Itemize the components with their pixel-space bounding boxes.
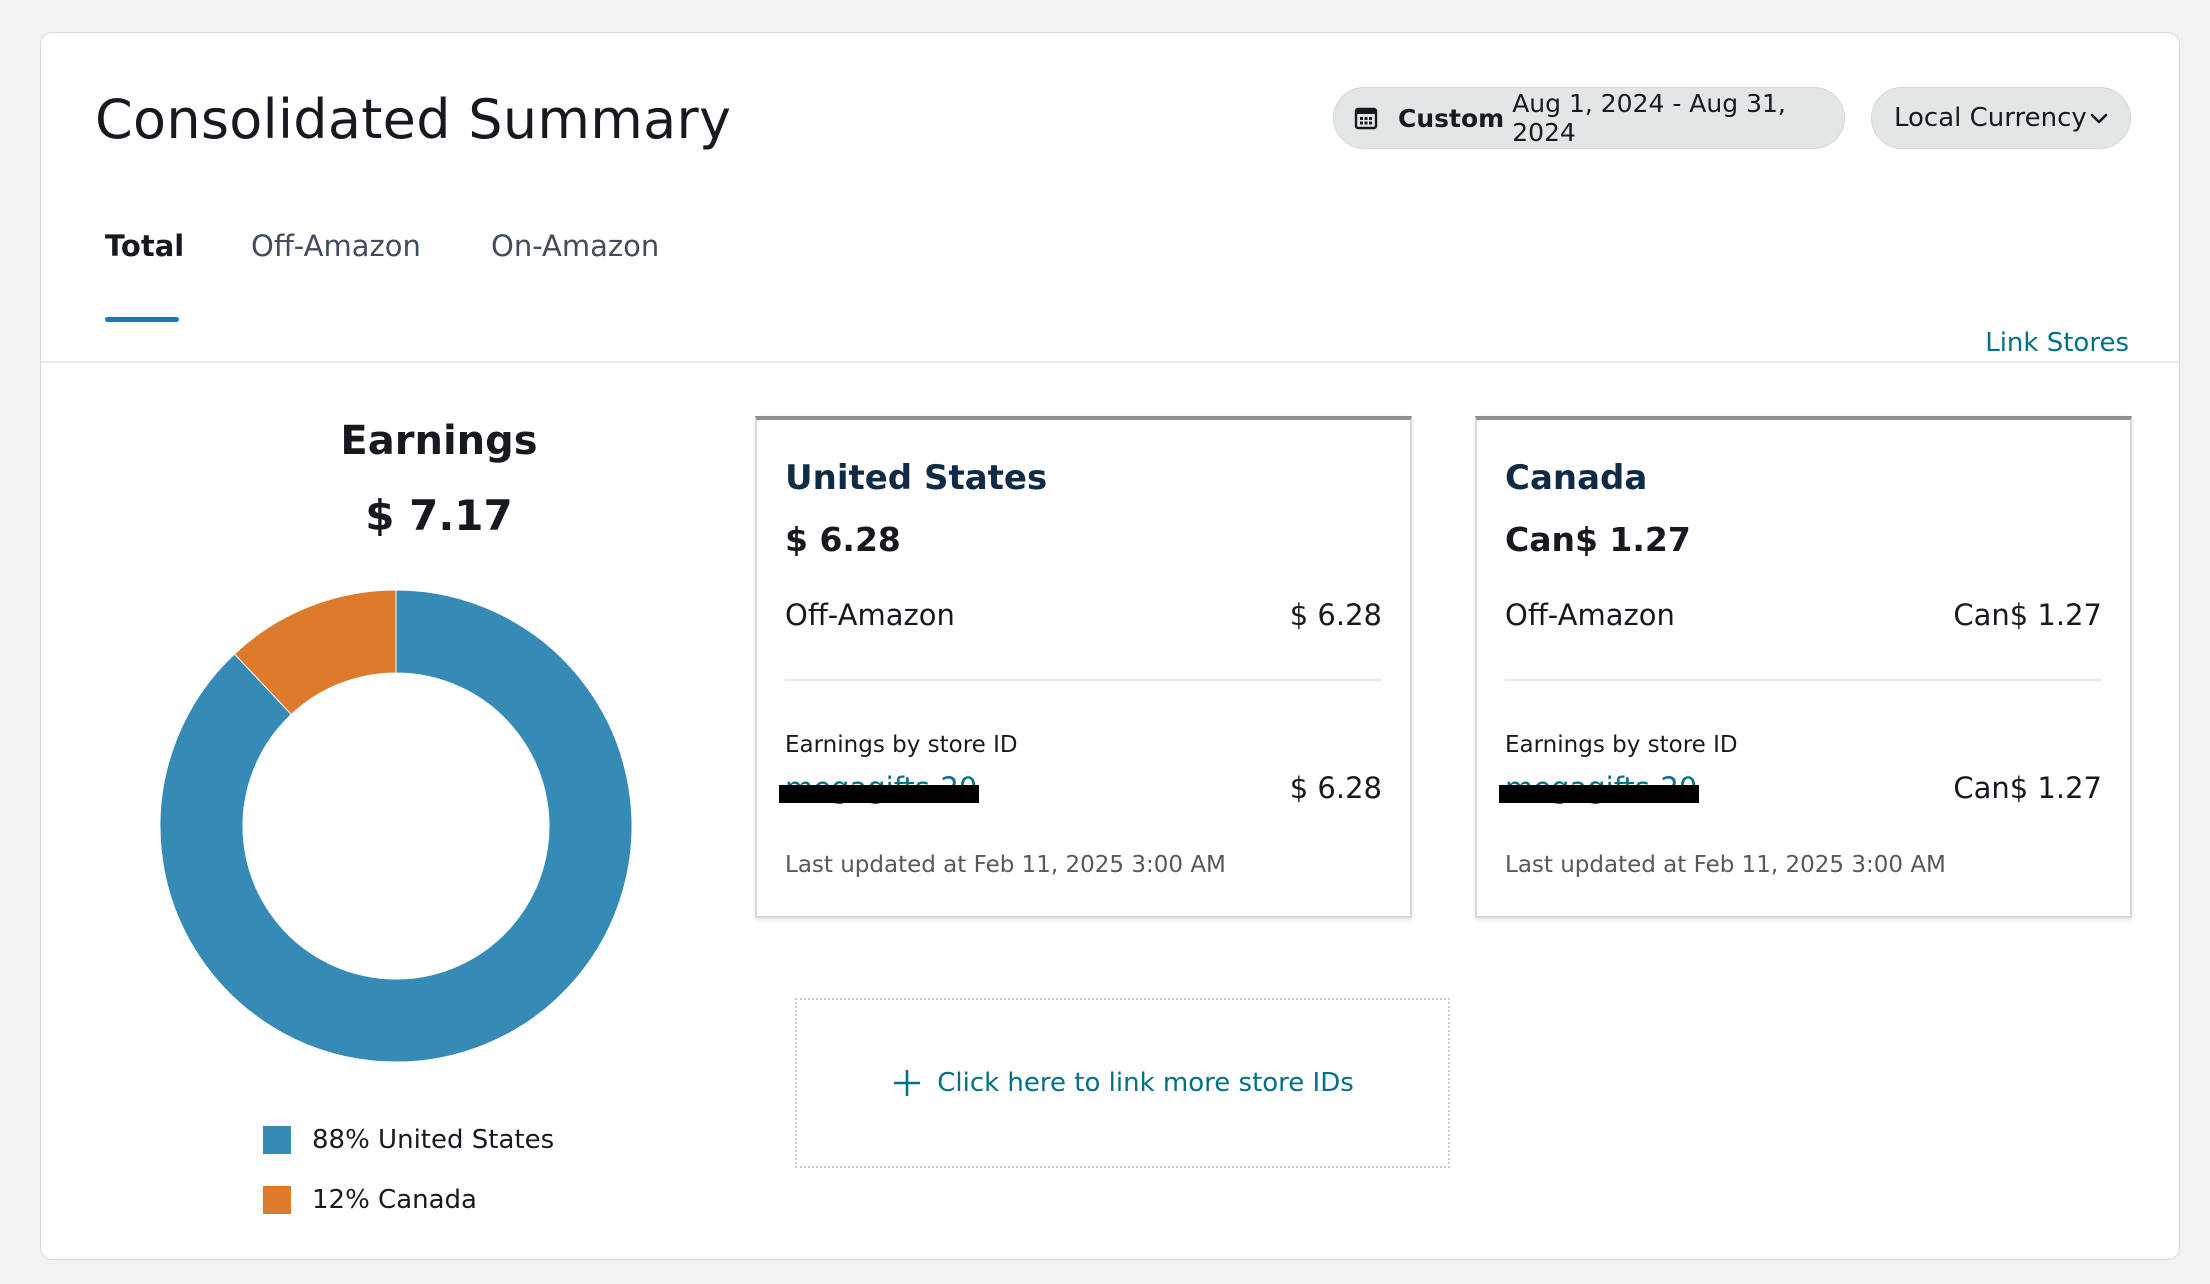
card-country-name: United States	[785, 458, 1048, 498]
page-title: Consolidated Summary	[95, 88, 732, 151]
date-range-button[interactable]: Custom Aug 1, 2024 - Aug 31, 2024	[1333, 87, 1845, 149]
legend-label-canada: 12% Canada	[312, 1185, 477, 1215]
currency-select[interactable]: Local Currency	[1871, 87, 2131, 149]
tab-total[interactable]: Total	[105, 229, 185, 263]
store-id-link[interactable]: megagifts-20	[1499, 771, 1699, 805]
link-more-label: Click here to link more store IDs	[937, 1068, 1354, 1098]
store-id-value: Can$ 1.27	[1953, 771, 2102, 805]
earnings-by-store-label: Earnings by store ID	[1505, 732, 1738, 758]
off-amazon-label: Off-Amazon	[785, 598, 955, 632]
legend-item-united-states: 88% United States	[263, 1110, 554, 1170]
redaction-bar	[1499, 785, 1699, 803]
earnings-by-store-label: Earnings by store ID	[785, 732, 1018, 758]
legend-swatch-canada	[263, 1186, 291, 1214]
legend-label-united-states: 88% United States	[312, 1125, 555, 1155]
country-card-canada: Canada Can$ 1.27 Off-Amazon Can$ 1.27 Ea…	[1475, 416, 2132, 918]
off-amazon-label: Off-Amazon	[1505, 598, 1675, 632]
donut-slice-united-states	[159, 589, 633, 1063]
store-id-row: megagifts-20 Can$ 1.27	[1499, 771, 2102, 805]
plus-icon	[891, 1067, 923, 1099]
card-country-amount: $ 6.28	[785, 520, 901, 559]
date-range-value: Aug 1, 2024 - Aug 31, 2024	[1512, 89, 1786, 147]
link-stores-link[interactable]: Link Stores	[1985, 328, 2129, 358]
redaction-bar	[779, 785, 979, 803]
chart-legend: 88% United States 12% Canada	[263, 1110, 554, 1230]
donut-slice-canada	[233, 589, 397, 716]
legend-swatch-united-states	[263, 1126, 291, 1154]
off-amazon-row: Off-Amazon Can$ 1.27	[1505, 598, 2102, 632]
tab-on-amazon[interactable]: On-Amazon	[491, 229, 660, 263]
legend-item-canada: 12% Canada	[263, 1170, 554, 1230]
active-tab-indicator	[105, 317, 179, 322]
chevron-down-icon	[2088, 108, 2110, 130]
link-more-store-ids-button[interactable]: Click here to link more store IDs	[795, 998, 1450, 1168]
earnings-donut-chart	[159, 589, 633, 1063]
last-updated-text: Last updated at Feb 11, 2025 3:00 AM	[785, 852, 1226, 878]
earnings-total: $ 7.17	[365, 491, 513, 540]
consolidated-summary-panel: Consolidated Summary Custom Aug 1, 2024 …	[40, 32, 2180, 1260]
date-range-prefix: Custom	[1398, 103, 1505, 133]
tab-off-amazon[interactable]: Off-Amazon	[251, 229, 421, 263]
off-amazon-value: Can$ 1.27	[1953, 598, 2102, 632]
calendar-icon	[1354, 106, 1378, 130]
country-card-united-states: United States $ 6.28 Off-Amazon $ 6.28 E…	[755, 416, 1412, 918]
currency-select-label: Local Currency	[1894, 103, 2087, 133]
store-id-row: megagifts-20 $ 6.28	[779, 771, 1382, 805]
store-id-value: $ 6.28	[1289, 771, 1382, 805]
card-divider	[1505, 679, 2102, 681]
card-country-name: Canada	[1505, 458, 1648, 498]
last-updated-text: Last updated at Feb 11, 2025 3:00 AM	[1505, 852, 1946, 878]
earnings-title: Earnings	[340, 418, 538, 464]
off-amazon-value: $ 6.28	[1289, 598, 1382, 632]
header-divider	[41, 361, 2179, 363]
card-divider	[785, 679, 1382, 681]
store-id-link[interactable]: megagifts-20	[779, 771, 979, 805]
off-amazon-row: Off-Amazon $ 6.28	[785, 598, 1382, 632]
card-country-amount: Can$ 1.27	[1505, 520, 1691, 559]
